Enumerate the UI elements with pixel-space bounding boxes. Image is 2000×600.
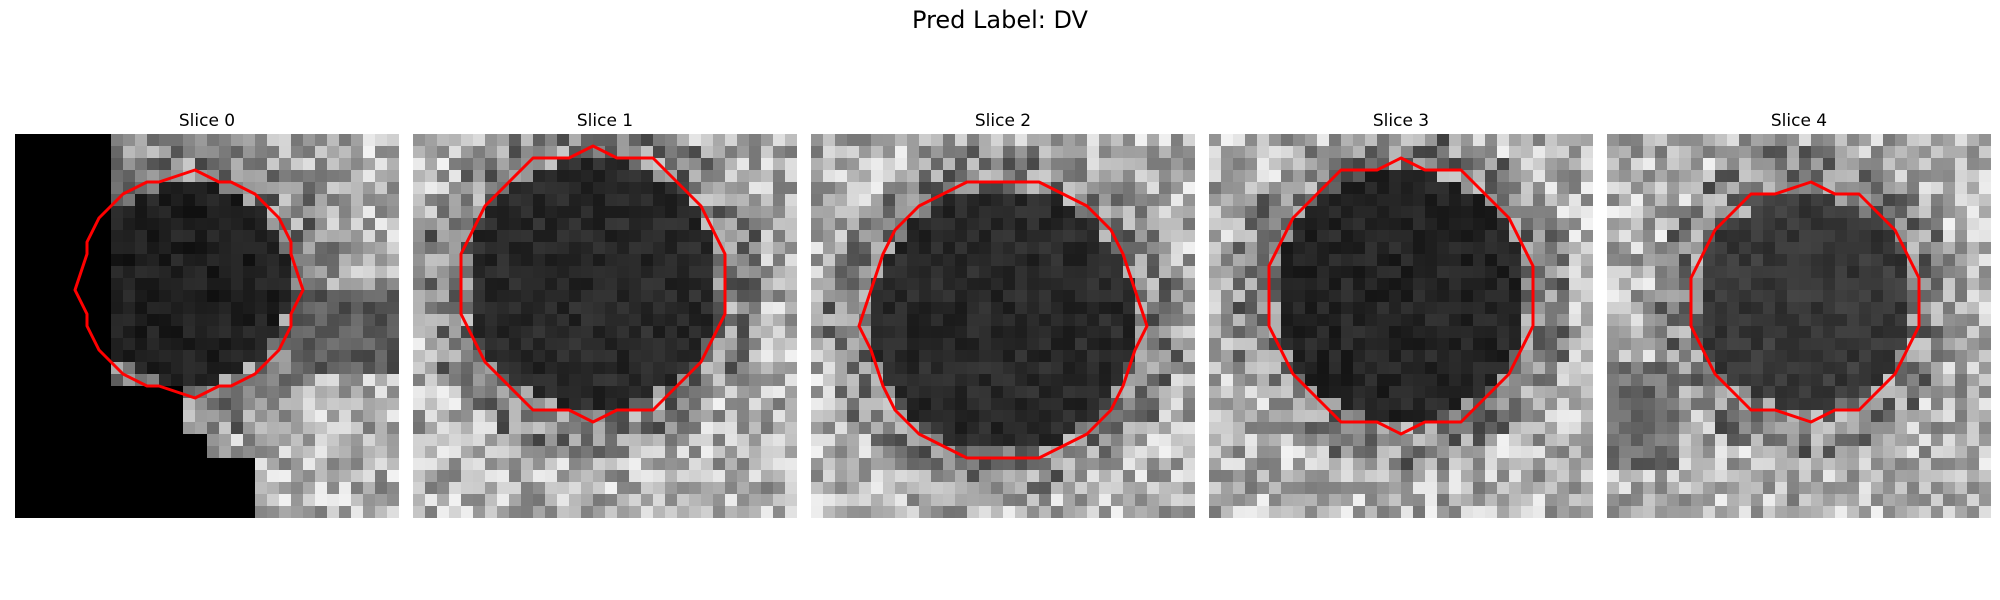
slice-panel-4: Slice 4 [1607, 108, 1991, 134]
slice-title-4: Slice 4 [1607, 108, 1991, 134]
slice-title-2: Slice 2 [811, 108, 1195, 134]
slice-panel-0: Slice 0 [15, 108, 399, 134]
slice-title-3: Slice 3 [1209, 108, 1593, 134]
slice-image-0 [15, 134, 399, 518]
slice-panel-3: Slice 3 [1209, 108, 1593, 134]
slice-image-3 [1209, 134, 1593, 518]
slice-image-4 [1607, 134, 1991, 518]
slice-image-1 [413, 134, 797, 518]
slice-image-2 [811, 134, 1195, 518]
slice-panel-2: Slice 2 [811, 108, 1195, 134]
figure-title: Pred Label: DV [0, 6, 2000, 34]
slice-title-1: Slice 1 [413, 108, 797, 134]
slice-title-0: Slice 0 [15, 108, 399, 134]
slice-panel-1: Slice 1 [413, 108, 797, 134]
